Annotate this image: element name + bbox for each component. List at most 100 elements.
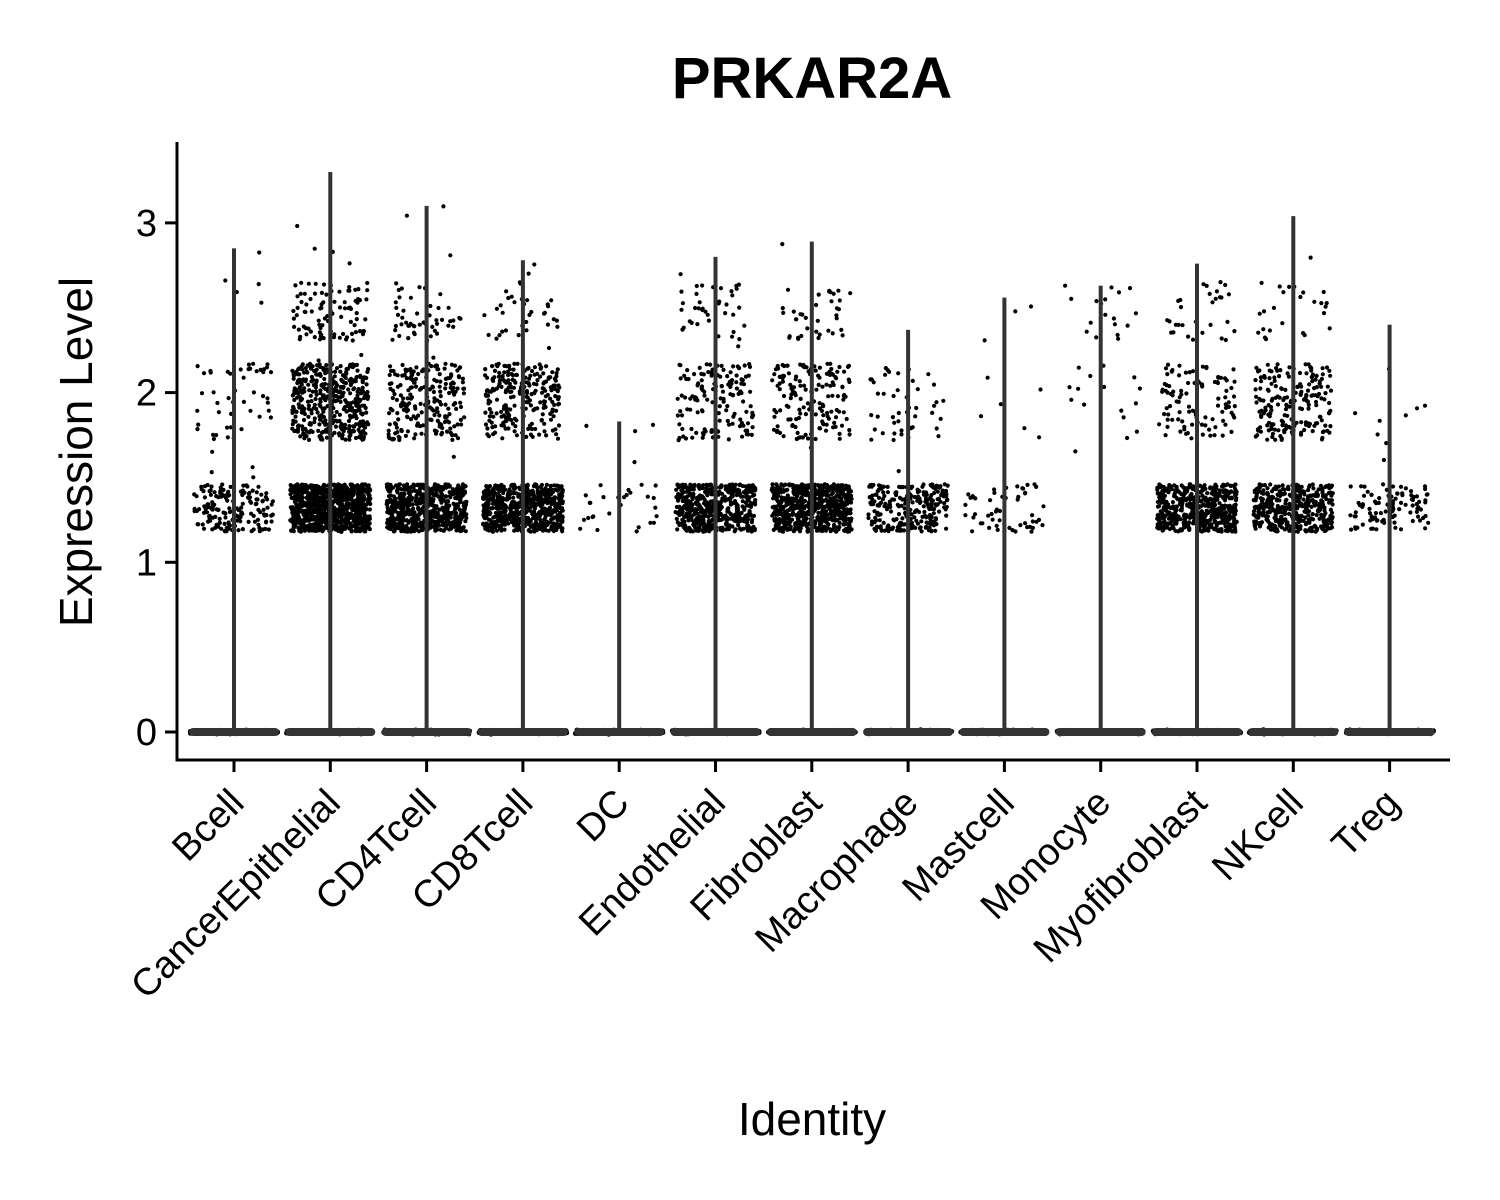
data-point [524, 394, 529, 399]
data-point [434, 318, 439, 323]
data-point [528, 491, 533, 496]
data-point [693, 500, 698, 505]
data-point [503, 517, 508, 522]
data-point [718, 527, 723, 532]
data-point [241, 375, 246, 380]
data-point [440, 523, 445, 528]
data-point [512, 403, 517, 408]
data-point [216, 507, 221, 512]
data-point [507, 367, 512, 372]
data-point [225, 425, 230, 430]
data-point [746, 483, 752, 488]
data-point [321, 385, 326, 390]
data-point [554, 432, 559, 437]
data-point [408, 376, 413, 381]
data-point [321, 514, 326, 519]
data-point [324, 506, 329, 511]
data-point [738, 516, 744, 521]
data-point [319, 290, 324, 295]
data-point [601, 495, 606, 500]
data-point [399, 427, 404, 433]
data-point [730, 494, 735, 499]
data-point [268, 415, 273, 420]
data-point [443, 506, 448, 511]
data-point [288, 488, 293, 493]
data-point [456, 374, 461, 379]
data-point [541, 371, 546, 376]
data-point [360, 489, 365, 494]
data-point [316, 428, 321, 433]
data-point [304, 488, 309, 493]
data-point [201, 371, 207, 376]
data-point [527, 312, 532, 317]
data-point [724, 521, 729, 526]
data-point [345, 518, 350, 523]
data-point [306, 403, 311, 408]
data-point [752, 526, 757, 532]
data-point [434, 409, 439, 414]
data-point [746, 511, 752, 516]
data-point [556, 402, 561, 407]
data-point [211, 436, 216, 442]
data-point [499, 527, 504, 533]
data-point [305, 399, 311, 404]
data-point [443, 361, 448, 366]
data-point [348, 391, 353, 396]
data-point [358, 375, 363, 380]
data-point [353, 435, 359, 441]
data-point [419, 431, 424, 436]
data-point [301, 503, 306, 508]
data-point [313, 281, 318, 286]
data-point [358, 397, 363, 402]
data-point [324, 370, 329, 375]
data-point [347, 261, 352, 266]
data-point [449, 520, 454, 525]
data-point [741, 526, 746, 531]
data-point [262, 513, 267, 518]
data-point [555, 513, 560, 518]
data-point [407, 486, 412, 491]
data-point [399, 286, 404, 291]
data-point [306, 382, 311, 387]
data-point [399, 322, 404, 327]
data-point [200, 522, 205, 527]
data-point [226, 396, 231, 401]
data-point [750, 493, 756, 498]
data-point [443, 402, 448, 407]
data-point [317, 402, 322, 407]
data-point [581, 517, 587, 523]
data-point [308, 393, 313, 398]
data-point [340, 483, 346, 488]
data-point [289, 506, 294, 511]
data-point [455, 521, 460, 526]
data-point [295, 305, 300, 310]
data-point [550, 516, 556, 521]
data-point [364, 297, 369, 302]
data-point [223, 515, 228, 520]
data-point [550, 409, 555, 414]
data-point [413, 432, 418, 437]
data-point [397, 295, 402, 300]
data-point [312, 291, 318, 296]
data-point [702, 497, 707, 502]
data-point [362, 505, 367, 510]
data-point [260, 498, 266, 503]
data-point [554, 483, 560, 488]
data-point [548, 483, 553, 488]
data-point [395, 384, 400, 389]
data-point [486, 332, 491, 338]
data-point [250, 488, 255, 493]
data-point [539, 524, 544, 530]
data-point [736, 511, 741, 517]
data-point [299, 509, 304, 514]
data-point [707, 524, 712, 529]
data-point [430, 324, 435, 329]
data-point [419, 410, 424, 415]
data-point [338, 364, 343, 369]
data-point [395, 373, 400, 378]
data-point [737, 482, 742, 488]
data-point [356, 515, 362, 520]
data-point [386, 432, 391, 437]
data-point [675, 520, 680, 525]
data-point [583, 493, 588, 498]
